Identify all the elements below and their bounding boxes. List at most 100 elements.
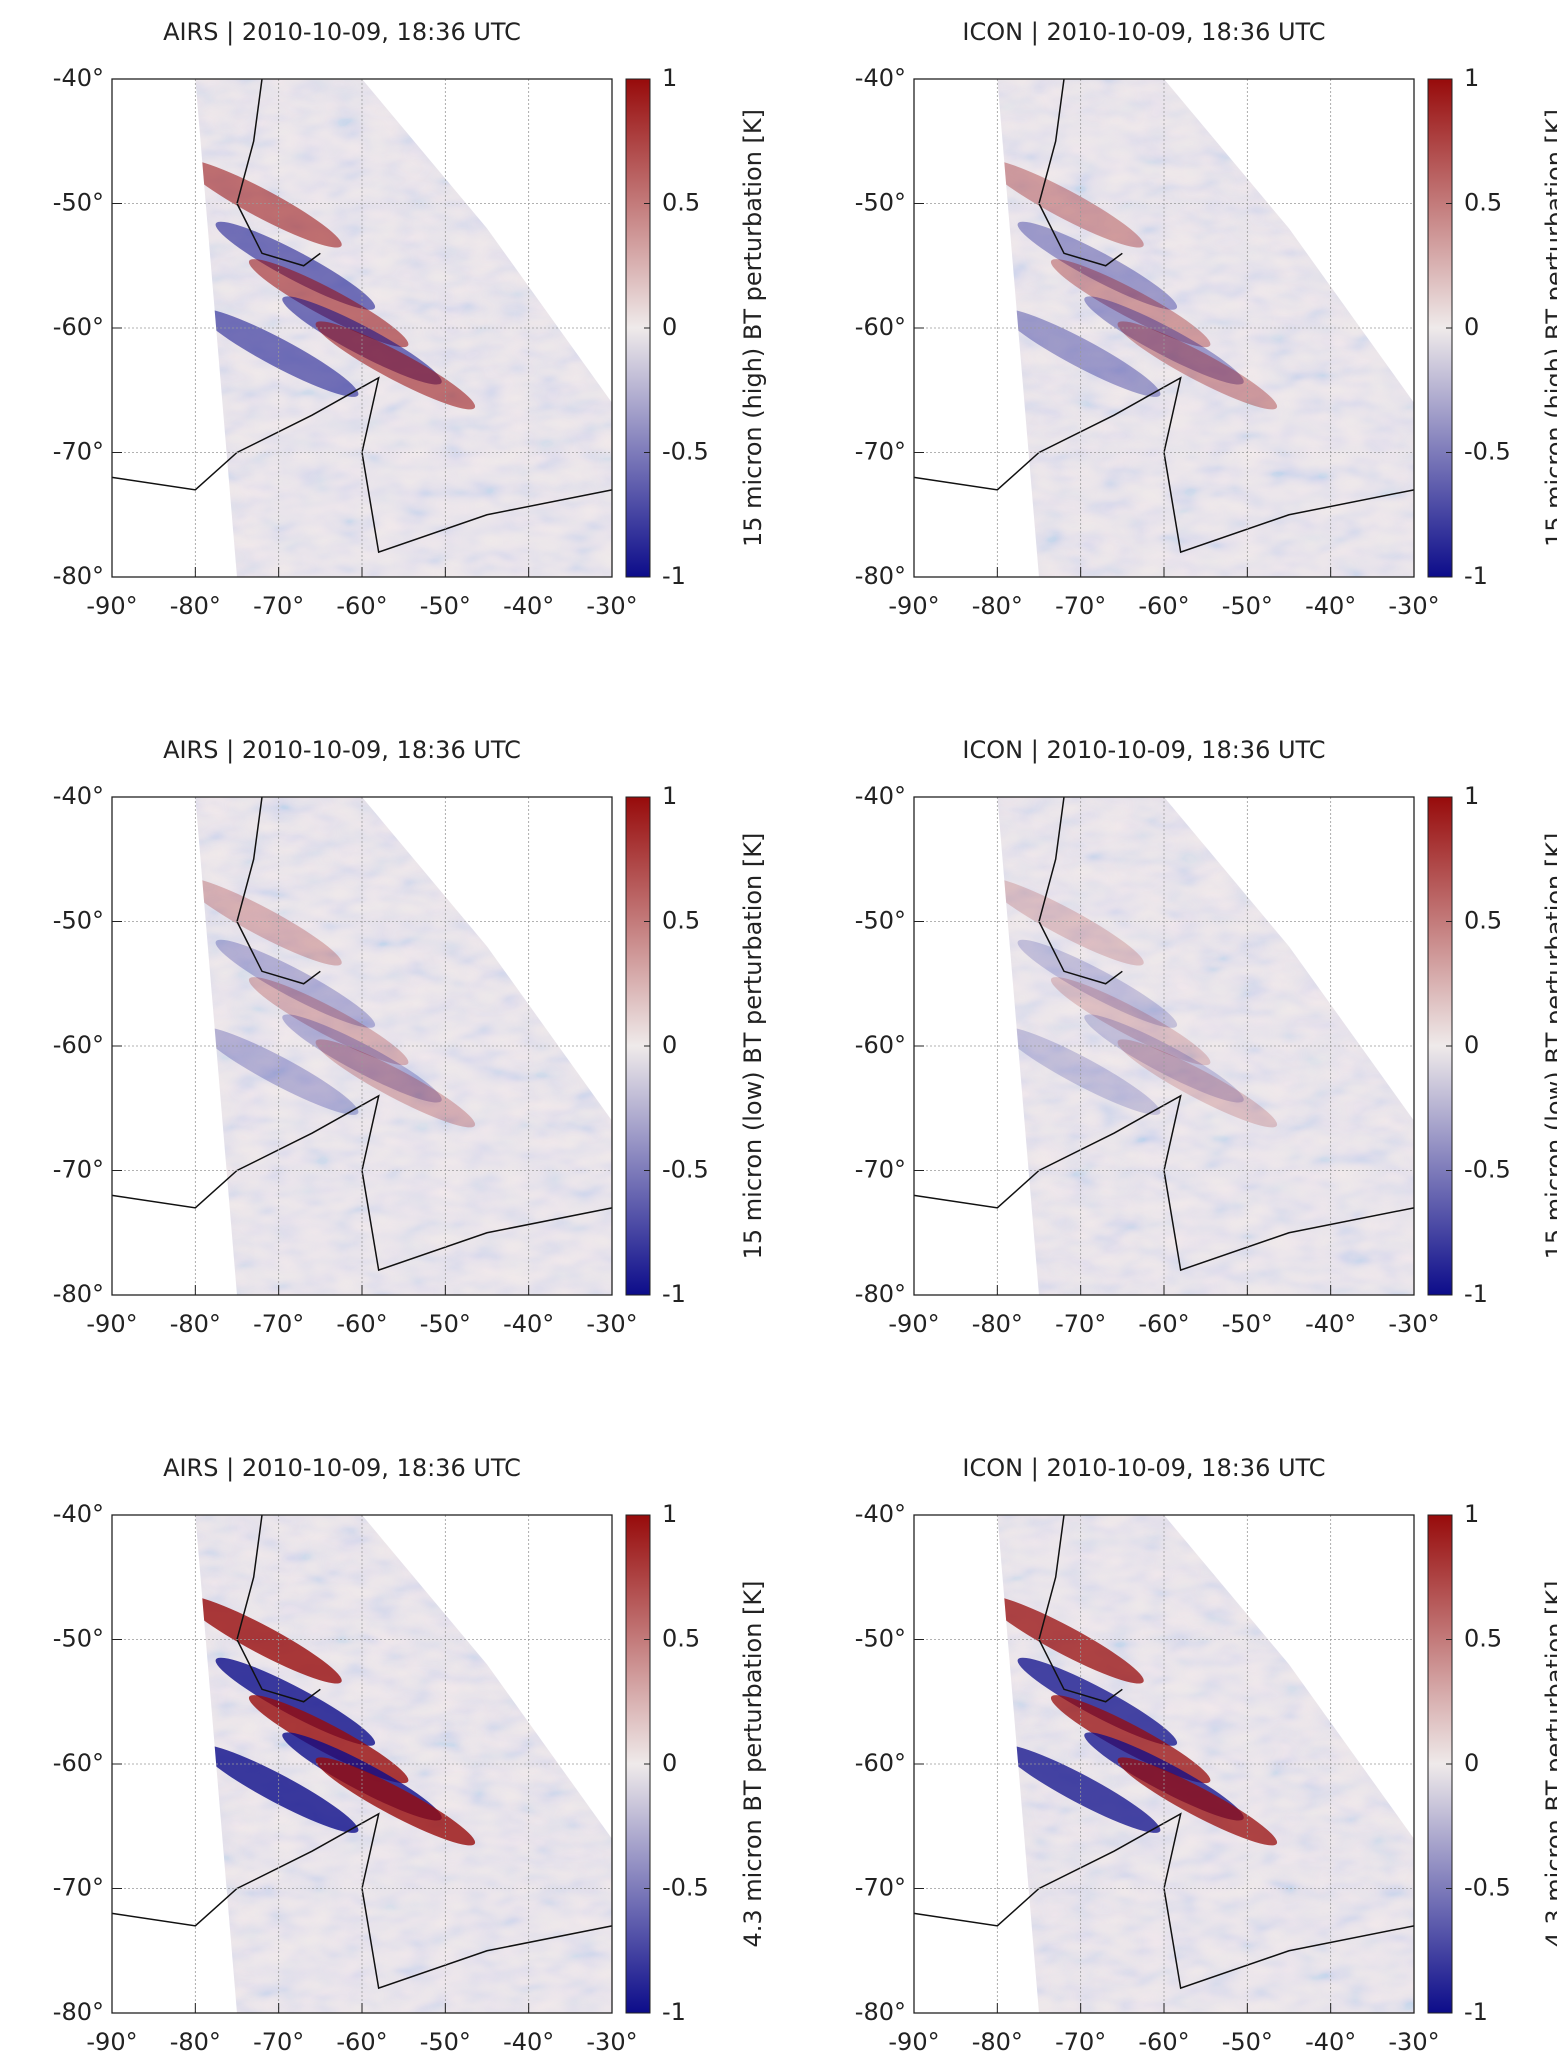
x-tick-label: -30° <box>586 2028 637 2056</box>
colorbar-tick-label: -1 <box>1464 1998 1488 2026</box>
colorbar-tick-label: -0.5 <box>1464 1156 1511 1184</box>
y-tick-label: -40° <box>53 782 104 810</box>
y-tick-label: -50° <box>855 189 906 217</box>
colorbar-tick-label: 0 <box>662 1749 677 1777</box>
y-tick-label: -60° <box>855 1749 906 1777</box>
wave-crest <box>1117 1757 1278 1846</box>
x-tick-label: -30° <box>1388 592 1439 620</box>
x-tick-label: -40° <box>1305 592 1356 620</box>
wave-crest <box>1050 977 1211 1066</box>
y-tick-label: -70° <box>53 438 104 466</box>
plot-frame <box>913 1514 1415 2014</box>
colorbar-tick-label: -0.5 <box>1464 1874 1511 1902</box>
colorbar-tick-label: 0 <box>1464 1031 1479 1059</box>
x-tick-label: -80° <box>170 592 221 620</box>
colorbar-tick-label: 0.5 <box>1464 1625 1502 1653</box>
plot-frame <box>913 78 1415 578</box>
colorbar-tick-label: 1 <box>662 782 677 810</box>
wave-crest <box>1017 939 1178 1028</box>
colorbar-tick-label: -0.5 <box>662 438 709 466</box>
chart-title: AIRS | 2010-10-09, 18:36 UTC <box>163 736 521 764</box>
y-tick-label: -70° <box>855 438 906 466</box>
colorbar-tick-label: 0.5 <box>662 189 700 217</box>
x-tick-label: -70° <box>1055 592 1106 620</box>
x-tick-label: -90° <box>86 592 137 620</box>
y-tick-label: -40° <box>855 64 906 92</box>
coastline <box>1038 1514 1123 1703</box>
x-tick-label: -80° <box>972 1310 1023 1338</box>
chart-title: AIRS | 2010-10-09, 18:36 UTC <box>163 1454 521 1482</box>
wave-crest <box>1017 221 1178 310</box>
coastline <box>111 1094 613 1272</box>
colorbar-tick-label: -1 <box>662 562 686 590</box>
x-tick-label: -40° <box>1305 2028 1356 2056</box>
coastline <box>913 1812 1415 1990</box>
x-tick-label: -80° <box>170 1310 221 1338</box>
wave-crest <box>215 221 376 310</box>
x-tick-label: -50° <box>1222 592 1273 620</box>
colorbar-tick-label: 1 <box>662 1500 677 1528</box>
perturbation-field <box>997 79 1414 577</box>
x-tick-label: -80° <box>972 2028 1023 2056</box>
wave-crest <box>1117 321 1278 410</box>
colorbar-tick-label: -1 <box>1464 562 1488 590</box>
y-tick-label: -80° <box>53 562 104 590</box>
x-tick-label: -30° <box>586 592 637 620</box>
x-tick-label: -50° <box>420 592 471 620</box>
wave-crest <box>1017 1657 1178 1746</box>
wave-crest <box>315 1039 476 1128</box>
x-tick-label: -90° <box>888 592 939 620</box>
y-tick-label: -60° <box>53 1749 104 1777</box>
y-tick-label: -50° <box>855 1625 906 1653</box>
y-tick-label: -70° <box>53 1874 104 1902</box>
y-tick-label: -60° <box>855 313 906 341</box>
wave-crest <box>215 939 376 1028</box>
panel: -90° -80° -70° -60° -50° -40° -30°-40°-50°-60°… <box>855 1454 1557 2056</box>
x-tick-label: -40° <box>503 592 554 620</box>
panel: -90° -80° -70° -60° -50° -40° -30°-40°-50°-60°… <box>855 18 1557 620</box>
colorbar-tick-label: 0 <box>662 1031 677 1059</box>
coastline <box>111 1812 613 1990</box>
x-tick-label: -60° <box>336 2028 387 2056</box>
y-tick-label: -40° <box>855 1500 906 1528</box>
x-tick-label: -90° <box>86 2028 137 2056</box>
colorbar-tick-label: 1 <box>1464 64 1479 92</box>
x-tick-label: -50° <box>420 1310 471 1338</box>
colorbar-tick-label: -1 <box>1464 1280 1488 1308</box>
x-tick-label: -60° <box>1138 592 1189 620</box>
x-tick-label: -40° <box>503 2028 554 2056</box>
colorbar-tick-label: 0.5 <box>1464 907 1502 935</box>
wave-crest <box>1050 259 1211 348</box>
colorbar-tick-label: 0 <box>1464 1749 1479 1777</box>
wave-crest <box>248 977 409 1066</box>
y-tick-label: -70° <box>855 1156 906 1184</box>
y-tick-label: -40° <box>53 64 104 92</box>
y-tick-label: -70° <box>53 1156 104 1184</box>
x-tick-label: -70° <box>253 592 304 620</box>
plot-frame <box>913 796 1415 1296</box>
x-tick-label: -30° <box>586 1310 637 1338</box>
plot-frame <box>111 1514 613 2014</box>
colorbar-tick-label: 0.5 <box>662 907 700 935</box>
coastline <box>236 78 321 267</box>
colorbar-tick-label: 0 <box>662 313 677 341</box>
colorbar-tick-label: 0.5 <box>662 1625 700 1653</box>
x-tick-label: -40° <box>503 1310 554 1338</box>
colorbar-label: 15 micron (low) BT perturbation [K] <box>1541 833 1557 1260</box>
coastline <box>913 1094 1415 1272</box>
x-tick-label: -60° <box>1138 2028 1189 2056</box>
colorbar-tick-label: 1 <box>1464 1500 1479 1528</box>
x-tick-label: -50° <box>1222 2028 1273 2056</box>
panel: -90° -80° -70° -60° -50° -40° -30°-40°-50°-60°… <box>53 736 767 1338</box>
coastline <box>1038 796 1123 985</box>
chart-title: ICON | 2010-10-09, 18:36 UTC <box>962 736 1325 764</box>
y-tick-label: -80° <box>53 1998 104 2026</box>
wave-crest <box>215 1657 376 1746</box>
wave-crest <box>248 1695 409 1784</box>
colorbar-label: 15 micron (high) BT perturbation [K] <box>739 109 767 547</box>
panel: -90° -80° -70° -60° -50° -40° -30°-40°-50°-60°… <box>53 18 767 620</box>
colorbar-tick-label: 1 <box>662 64 677 92</box>
y-tick-label: -80° <box>855 1998 906 2026</box>
colorbar-tick-label: -1 <box>662 1280 686 1308</box>
